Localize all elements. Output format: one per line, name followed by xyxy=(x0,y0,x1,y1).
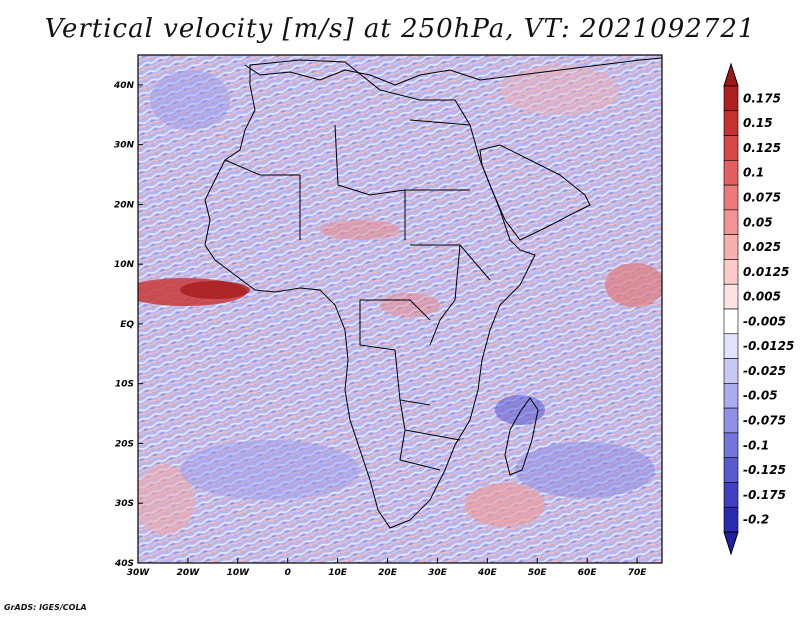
colorbar-label: -0.1 xyxy=(743,438,769,452)
colorbar-swatch xyxy=(723,506,739,533)
lon-tick-label: 40E xyxy=(477,568,498,578)
colorbar-label: -0.175 xyxy=(743,488,786,502)
colorbar-label: 0.175 xyxy=(743,91,781,105)
colorbar-label: 0.075 xyxy=(743,191,781,205)
lon-tick-label: 30E xyxy=(428,568,448,578)
lon-tick-label: 70E xyxy=(628,568,648,578)
colorbar-label: 0.1 xyxy=(743,166,764,180)
colorbar-label: 0.05 xyxy=(743,215,773,229)
colorbar-swatch xyxy=(723,209,739,235)
colorbar-swatch xyxy=(723,432,739,458)
colorbar-swatch xyxy=(723,283,739,310)
colorbar-label: -0.0125 xyxy=(743,339,794,353)
lat-tick-label: 30S xyxy=(115,499,134,509)
colorbar-swatch xyxy=(723,383,739,409)
madagascar-coastline xyxy=(504,397,539,476)
lon-tick-label: 20W xyxy=(177,568,201,578)
colorbar-label: -0.005 xyxy=(743,314,786,328)
colorbar-swatch xyxy=(723,482,739,508)
lon-tick-label: 10E xyxy=(328,568,348,578)
colorbar-swatch xyxy=(723,85,739,112)
colorbar: 0.175 0.15 0.125 0.1 0.075 0.05 0.025 0.0125 0.0… xyxy=(723,62,794,556)
lon-tick-label: 60E xyxy=(578,568,598,578)
lon-tick-label: 20E xyxy=(378,568,398,578)
colorbar-label: 0.005 xyxy=(743,290,781,304)
grads-credit: GrADS: IGES/COLA xyxy=(4,603,87,612)
lat-tick-label: EQ xyxy=(120,320,134,330)
lon-tick-label: 50E xyxy=(528,568,548,578)
latitude-axis: 40N 30N 20N 10N EQ 10S 20S 30S 40S xyxy=(113,81,143,569)
lat-tick-label: 10S xyxy=(115,380,134,390)
lon-tick-label: 30W xyxy=(127,568,151,578)
colorbar-swatch xyxy=(723,110,739,136)
colorbar-swatch xyxy=(723,160,739,186)
colorbar-top-arrow xyxy=(723,62,739,87)
lat-tick-label: 20N xyxy=(114,200,135,210)
lat-tick-label: 20S xyxy=(115,439,134,449)
colorbar-swatch xyxy=(723,184,739,211)
colorbar-label: 0.125 xyxy=(743,141,781,155)
colorbar-bottom-arrow xyxy=(723,531,739,556)
vertical-velocity-field xyxy=(138,55,662,563)
colorbar-swatch xyxy=(723,457,739,483)
colorbar-swatch xyxy=(723,308,739,335)
colorbar-label: -0.025 xyxy=(743,364,786,378)
colorbar-swatch xyxy=(723,234,739,260)
lat-tick-label: 40S xyxy=(114,559,134,569)
colorbar-label: -0.075 xyxy=(743,414,786,428)
colorbar-swatch xyxy=(723,333,739,359)
lon-tick-label: 0 xyxy=(285,568,291,578)
longitude-axis: 30W 20W 10W 0 10E 20E 30E 40E 50E 60E 70E xyxy=(127,558,647,578)
plot-frame xyxy=(137,54,663,564)
map-title: Vertical velocity [m/s] at 250hPa, VT: 2… xyxy=(44,14,756,44)
arabian-peninsula-coastline xyxy=(479,144,591,241)
colorbar-swatch xyxy=(723,358,739,384)
colorbar-label: 0.15 xyxy=(743,116,773,130)
europe-coastline xyxy=(244,57,662,86)
colorbar-label: -0.2 xyxy=(743,513,769,527)
colorbar-label: -0.125 xyxy=(743,463,786,477)
colorbar-label: 0.025 xyxy=(743,240,781,254)
coastlines xyxy=(204,57,662,529)
colorbar-swatch xyxy=(723,135,739,161)
lat-tick-label: 40N xyxy=(113,81,135,91)
lat-tick-label: 10N xyxy=(114,260,135,270)
lon-tick-label: 10W xyxy=(227,568,251,578)
colorbar-label: 0.0125 xyxy=(743,265,789,279)
colorbar-swatch xyxy=(723,407,739,434)
lat-tick-label: 30N xyxy=(114,141,135,151)
colorbar-label: -0.05 xyxy=(743,389,778,403)
colorbar-swatch xyxy=(723,259,739,285)
